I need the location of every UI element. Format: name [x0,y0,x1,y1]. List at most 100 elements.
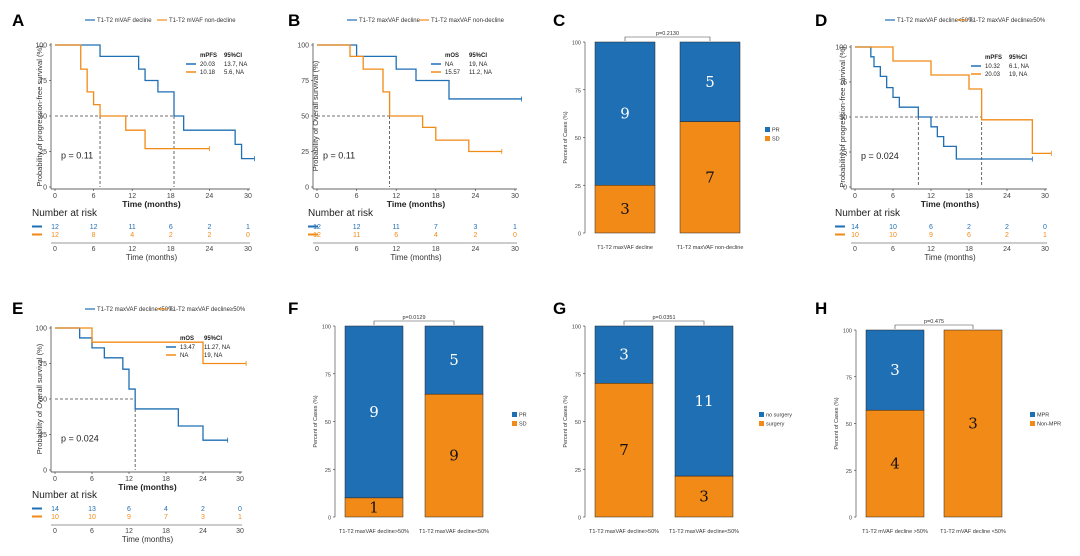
km-A-y-tick-label: 50 [39,114,47,121]
bar-H-legend-label-2: Non-MPR [1037,422,1061,428]
bar-C-category-label-2: T1-T2 maxVAF non-decline [677,245,744,251]
bar-C-bar-count-bottom-2: 7 [705,168,715,186]
km-D-pvalue: p = 0.024 [861,151,899,161]
km-E-risk-count: 0 [238,506,242,513]
km-A-risk-count: 11 [129,224,136,231]
bar-H-legend-label-1: MPR [1037,413,1049,419]
km-A-risk-count: 1 [246,224,250,231]
km-B-stat-median-1: NA [445,62,453,68]
km-B-y-tick-label: 0 [305,185,309,192]
km-A-risk-x-axis-title: Time (months) [126,253,178,262]
km-E-risk-count: 7 [164,514,168,521]
km-E-x-tick-label: 30 [236,476,244,483]
bar-F-y-tick-label: 50 [325,420,331,426]
km-A-x-axis-title: Time (months) [122,199,181,209]
km-B-pvalue: p = 0.11 [323,151,355,161]
bar-C-bar-segment-bottom-1 [594,185,656,234]
km-E-risk-tick-label: 0 [53,528,57,535]
bar-F-pvalue: p=0.0129 [402,315,425,321]
km-A-risk-tick-label: 12 [128,246,136,253]
bar-H-y-tick-label: 50 [846,422,852,428]
km-D-panel-label: D [815,11,827,30]
km-D-risk-tick-label: 30 [1041,246,1049,253]
km-A-risk-count: 12 [51,224,59,231]
km-D-risk-count: 2 [1005,224,1009,231]
km-D-y-tick-label: 25 [839,150,847,157]
km-B-risk-tick-label: 0 [315,246,319,253]
km-B-risk-count: 4 [434,232,438,239]
km-D-risk-tick-label: 6 [891,246,895,253]
bar-H-y-tick-label: 100 [843,329,852,335]
bar-H-y-tick-label: 75 [846,375,852,381]
bar-G-category-label-2: T1-T2 maxVAF decline<50% [669,529,739,535]
bar-F-category-label-1: T1-T2 maxVAF decline>50% [339,529,409,535]
km-D-risk-count: 6 [929,224,933,231]
km-B-stat-ci-1: 19, NA [469,62,487,68]
bar-H-y-tick-label: 25 [846,469,852,475]
km-D-risk-count: 14 [851,224,859,231]
km-E-risk-count: 9 [127,514,131,521]
bar-F-bar-count-top-2: 5 [449,351,459,369]
km-A-x-tick-label: 12 [128,193,136,200]
km-D-x-axis-title: Time (months) [921,199,980,209]
km-D-y-tick-label: 50 [839,115,847,122]
km-B-risk-tick-label: 18 [432,246,440,253]
bar-G-bar-segment-top-1 [594,325,654,384]
km-E-risk-count: 2 [201,506,205,513]
bar-F-bar-segment-top-2 [424,325,484,395]
km-A-y-tick-label: 75 [39,78,47,85]
bar-G-bar-segment-bottom-2 [674,475,734,518]
km-A-risk-count: 8 [92,232,96,239]
bar-C-bar-count-top-1: 9 [620,105,630,123]
km-D-legend-label-1: T1-T2 maxVAF decline<50% [897,18,974,24]
km-D-x-tick-label: 12 [927,193,935,200]
km-D-risk-tick-label: 24 [1003,246,1011,253]
bar-F-bar-count-bottom-2: 9 [449,447,459,465]
km-B-x-tick-label: 30 [511,193,519,200]
bar-G-legend-label-2: surgery [766,422,785,428]
bar-H-bar-segment-top-1 [865,329,925,411]
bar-H-category-label-2: T1-T2 mVAF decline <50% [940,529,1006,535]
bar-C-y-tick-label: 75 [575,88,581,94]
bar-C-bar-segment-top-1 [594,41,656,186]
km-D-stat-header-2: 95%CI [1009,55,1027,61]
km-D-stat-header-1: mPFS [985,55,1002,61]
bar-G-legend-label-1: no surgery [766,413,792,419]
km-B-x-tick-label: 24 [472,193,480,200]
bar-C-y-tick-label: 100 [572,41,581,47]
km-E-stat-ci-2: 19, NA [204,353,222,359]
km-D-legend-label-2: T1-T2 maxVAF decline≥50% [969,18,1046,24]
km-A-risk-tick-label: 24 [206,246,214,253]
km-A-stat-header-1: mPFS [200,53,217,59]
km-E-risk-tick-label: 24 [199,528,207,535]
km-D-risk-tick-label: 12 [927,246,935,253]
bar-C-bar-segment-bottom-2 [679,121,741,234]
bar-C-legend-label-2: SD [772,137,780,143]
bar-G-pvalue: p=0.0351 [652,315,675,321]
km-E-y-tick-label: 25 [39,432,47,439]
bar-G-bar-count-bottom-1: 7 [619,441,629,459]
km-E-y-tick-label: 100 [35,326,47,333]
km-B-stat-ci-2: 11.2, NA [469,70,492,76]
km-B-risk-count: 12 [353,224,361,231]
bar-G-legend-swatch-1 [759,412,764,417]
km-A-risk-count: 0 [246,232,250,239]
km-A-stat-ci-2: 5.6, NA [224,70,244,76]
bar-G-bar-count-top-1: 3 [619,346,629,364]
km-B-x-tick-label: 0 [315,193,319,200]
km-B-y-tick-label: 100 [297,43,309,50]
bar-F-legend-swatch-1 [512,412,517,417]
km-B-legend-label-2: T1-T2 maxVAF non-decline [431,18,505,24]
km-B-stat-header-2: 95%CI [469,53,487,59]
km-A-stat-median-1: 20.03 [200,62,216,68]
bar-H-pvalue: p=0.475 [924,319,944,325]
km-B-panel-label: B [288,11,300,30]
km-E-stat-median-1: 13.47 [180,345,196,351]
km-D-x-tick-label: 0 [853,193,857,200]
bar-C-y-tick-label: 0 [578,232,581,238]
bar-G-significance-bracket [623,320,705,325]
km-B-stat-median-2: 15.57 [445,70,461,76]
km-B-risk-count: 7 [434,224,438,231]
bar-F-legend-swatch-2 [512,421,517,426]
